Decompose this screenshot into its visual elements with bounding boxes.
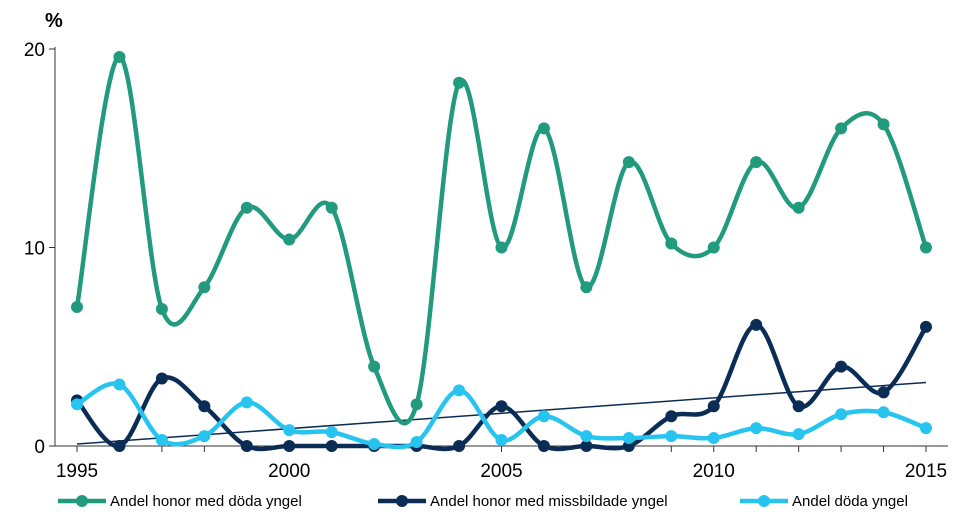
data-point bbox=[537, 122, 550, 135]
data-point bbox=[368, 438, 381, 451]
data-point bbox=[71, 398, 83, 411]
y-unit-label: % bbox=[45, 10, 63, 32]
x-tick-label: 2015 bbox=[905, 461, 947, 482]
data-point bbox=[920, 320, 932, 333]
data-point bbox=[707, 400, 720, 413]
x-tick-label: 2005 bbox=[480, 461, 522, 482]
series-line bbox=[74, 54, 929, 426]
data-point bbox=[410, 436, 423, 449]
data-point bbox=[877, 118, 890, 131]
legend-item: Andel döda yngel bbox=[740, 493, 908, 510]
data-point bbox=[113, 50, 126, 63]
data-point bbox=[410, 398, 423, 411]
data-point bbox=[665, 237, 678, 250]
data-point bbox=[283, 424, 296, 437]
data-point bbox=[665, 430, 678, 443]
series-3 bbox=[71, 378, 932, 451]
data-point bbox=[453, 440, 466, 452]
data-point bbox=[792, 400, 805, 413]
x-tick-label: 1995 bbox=[56, 461, 98, 482]
x-tick-label: 2000 bbox=[268, 461, 310, 482]
series-2 bbox=[71, 318, 932, 452]
data-point bbox=[835, 122, 848, 135]
data-point bbox=[453, 76, 466, 89]
data-point bbox=[325, 440, 338, 452]
x-tick-label: 2010 bbox=[693, 461, 735, 482]
legend-label: Andel honor med döda yngel bbox=[110, 493, 302, 510]
data-point bbox=[495, 434, 508, 447]
data-point bbox=[453, 384, 466, 397]
y-tick-label: 0 bbox=[34, 437, 45, 458]
data-point bbox=[750, 422, 763, 435]
data-point bbox=[792, 428, 805, 441]
data-point bbox=[368, 360, 381, 373]
data-point bbox=[240, 440, 253, 452]
legend-label: Andel döda yngel bbox=[792, 493, 908, 510]
data-point bbox=[71, 301, 83, 314]
data-point bbox=[283, 233, 296, 246]
data-point bbox=[707, 241, 720, 254]
legend-item: Andel honor med missbildade yngel bbox=[378, 493, 668, 510]
legend-label: Andel honor med missbildade yngel bbox=[430, 493, 668, 510]
data-point bbox=[240, 396, 253, 409]
data-point bbox=[877, 386, 890, 399]
y-tick-labels: 0 10 20 bbox=[24, 40, 45, 458]
legend-swatch-marker bbox=[758, 495, 770, 507]
legend-item: Andel honor med döda yngel bbox=[58, 493, 302, 510]
legend: Andel honor med döda yngel Andel honor me… bbox=[58, 493, 908, 510]
data-point bbox=[198, 430, 211, 443]
series-layer bbox=[71, 50, 932, 452]
data-point bbox=[665, 410, 678, 423]
data-point bbox=[198, 281, 211, 294]
data-point bbox=[750, 156, 763, 169]
data-point bbox=[835, 360, 848, 373]
data-point bbox=[622, 432, 635, 445]
data-point bbox=[580, 281, 593, 294]
data-point bbox=[155, 372, 168, 385]
data-point bbox=[750, 318, 763, 331]
data-point bbox=[283, 440, 296, 452]
data-point bbox=[537, 440, 550, 452]
data-point bbox=[707, 432, 720, 445]
data-point bbox=[155, 434, 168, 447]
x-tick-labels: 1995 2000 2005 2010 2015 bbox=[56, 461, 947, 482]
trendline bbox=[76, 381, 927, 445]
data-point bbox=[920, 422, 932, 435]
data-point bbox=[580, 440, 593, 452]
series-1 bbox=[71, 50, 932, 426]
legend-swatch-marker bbox=[396, 495, 408, 507]
data-point bbox=[325, 201, 338, 214]
data-point bbox=[920, 241, 932, 254]
data-point bbox=[240, 201, 253, 214]
data-point bbox=[113, 378, 126, 391]
data-point bbox=[792, 201, 805, 214]
y-tick-label: 20 bbox=[24, 40, 45, 61]
data-point bbox=[113, 440, 126, 452]
y-tick-label: 10 bbox=[24, 239, 45, 260]
data-point bbox=[622, 156, 635, 169]
data-point bbox=[580, 430, 593, 443]
data-point bbox=[537, 410, 550, 423]
data-point bbox=[198, 400, 211, 413]
data-point bbox=[495, 241, 508, 254]
data-point bbox=[155, 303, 168, 316]
data-point bbox=[835, 408, 848, 421]
data-point bbox=[325, 426, 338, 439]
legend-swatch-marker bbox=[76, 495, 88, 507]
data-point bbox=[877, 406, 890, 419]
trendline-layer bbox=[76, 381, 927, 445]
data-point bbox=[495, 400, 508, 413]
